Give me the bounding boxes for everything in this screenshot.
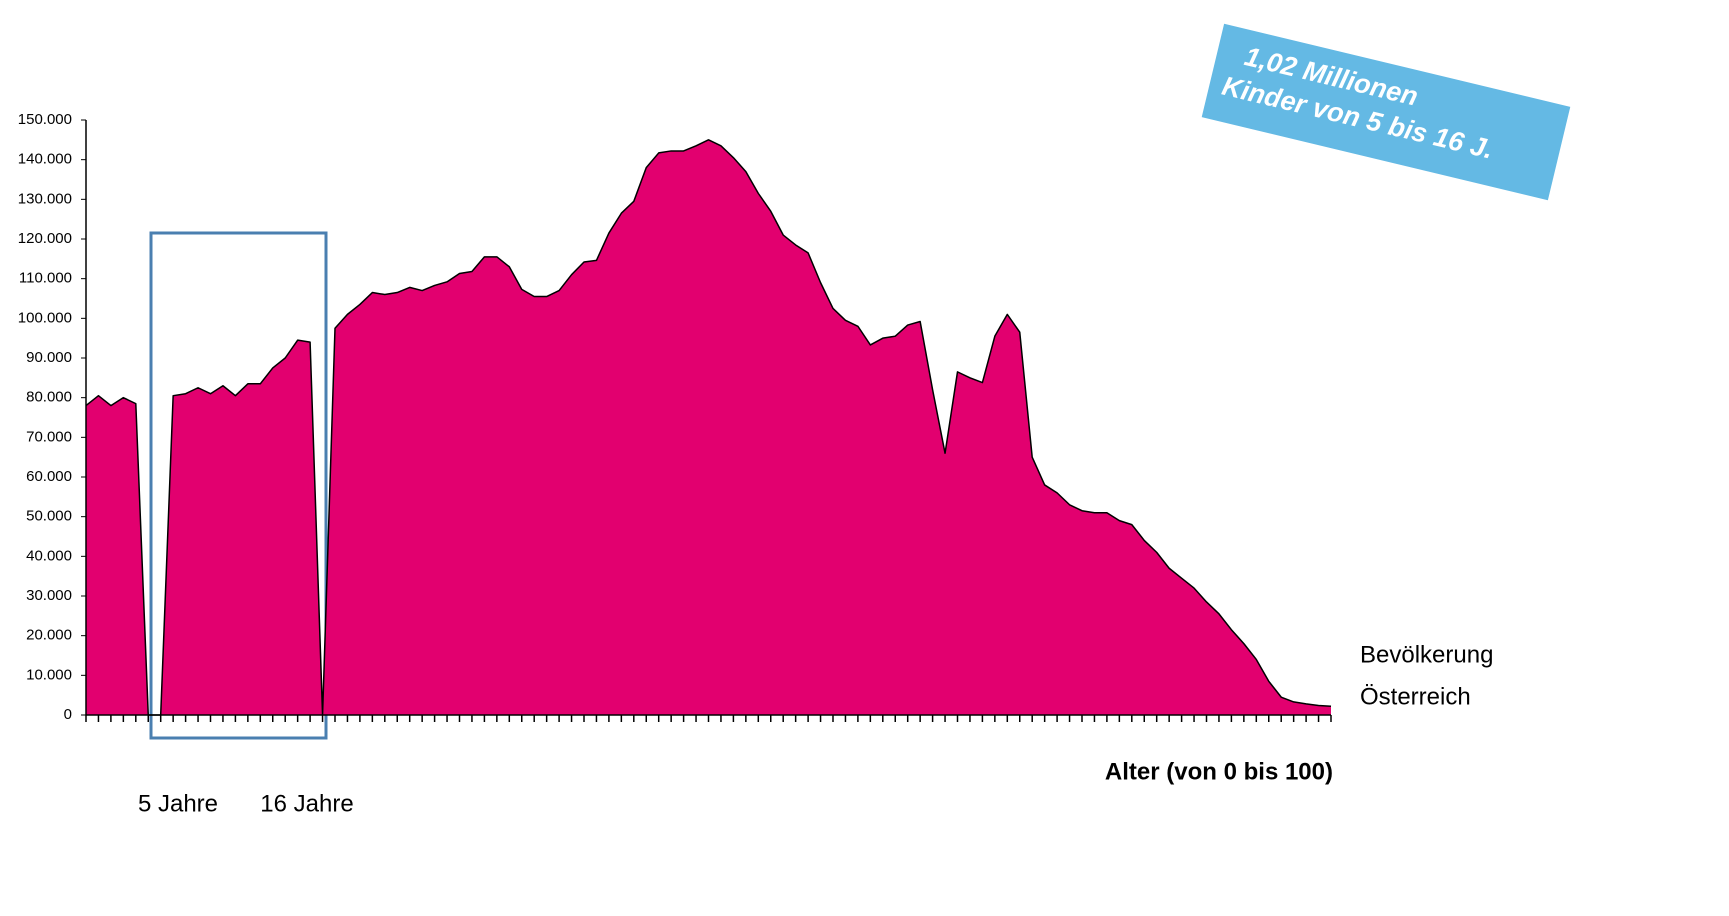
- banner: 1,02 Millionen Kinder von 5 bis 16 J.: [1201, 23, 1571, 201]
- y-tick-label: 10.000: [26, 666, 72, 683]
- box-label: 5 Jahre: [138, 790, 218, 817]
- highlight-box: [149, 231, 328, 740]
- y-tick-label: 30.000: [26, 587, 72, 604]
- x-axis-label: Alter (von 0 bis 100): [1105, 758, 1333, 785]
- y-tick-label: 100.000: [18, 309, 72, 326]
- y-tick-label: 120.000: [18, 230, 72, 247]
- y-tick-label: 140.000: [18, 151, 72, 168]
- y-tick-label: 20.000: [26, 627, 72, 644]
- y-tick-label: 110.000: [19, 270, 72, 287]
- banner-box: [1201, 23, 1571, 201]
- area: [86, 139, 1331, 716]
- y-tick-label: 60.000: [26, 468, 72, 485]
- y-tick-label: 70.000: [26, 428, 72, 445]
- y-tick-label: 40.000: [26, 547, 72, 564]
- y-tick-label: 80.000: [26, 389, 72, 406]
- y-tick-label: 0: [64, 706, 72, 723]
- y-tick-label: 90.000: [26, 349, 72, 366]
- y-tick-label: 150.000: [18, 111, 72, 128]
- legend-text: Bevölkerung: [1360, 641, 1493, 668]
- area-outline: [85, 139, 1332, 716]
- legend-text: Österreich: [1360, 683, 1471, 710]
- y-tick-label: 130.000: [18, 190, 72, 207]
- box-label: 16 Jahre: [260, 790, 353, 817]
- y-tick-label: 50.000: [26, 508, 72, 525]
